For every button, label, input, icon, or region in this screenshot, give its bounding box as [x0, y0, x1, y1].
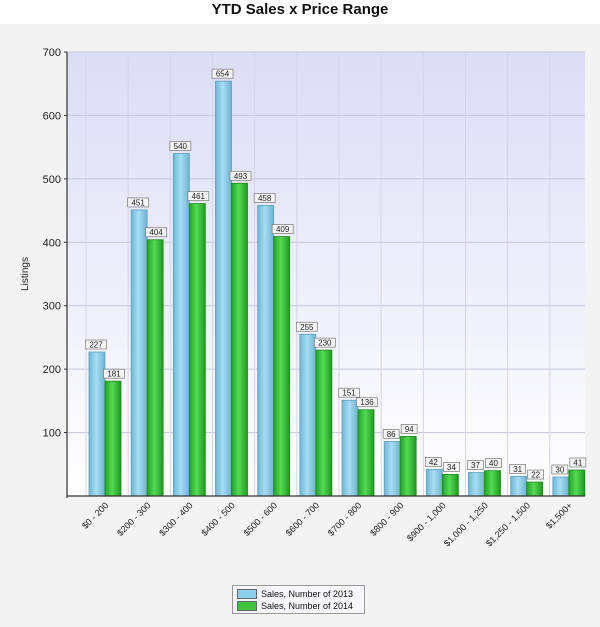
data-label-2014-9: 40	[489, 459, 498, 468]
bar-2013-10	[510, 475, 528, 497]
data-label-box	[187, 191, 210, 201]
bar-2013-8	[425, 468, 443, 497]
data-label-box	[356, 397, 378, 408]
data-label-2013-8: 42	[429, 458, 438, 467]
legend-swatch-2014	[237, 601, 257, 611]
data-label-2014-5: 230	[318, 339, 332, 348]
data-label-box	[127, 197, 150, 208]
y-tick-label-200: 200	[43, 364, 61, 376]
data-label-box	[169, 141, 192, 151]
data-label-2013-4: 458	[258, 194, 272, 203]
data-label-2013-10: 31	[513, 465, 522, 474]
data-label-2013-0: 227	[89, 341, 103, 350]
data-label-2014-8: 34	[447, 463, 456, 472]
legend: Sales, Number of 2013 Sales, Number of 2…	[232, 585, 365, 614]
legend-label-2013: Sales, Number of 2013	[261, 589, 354, 599]
bar-2014-7	[399, 435, 417, 497]
data-label-box	[211, 68, 234, 79]
data-label-box	[253, 193, 276, 203]
data-label-box	[424, 457, 442, 467]
data-label-box	[569, 457, 587, 468]
data-label-2013-6: 151	[342, 389, 356, 398]
bar-2014-10	[526, 481, 544, 497]
bar-2014-1	[146, 239, 164, 497]
bar-2013-1	[130, 209, 148, 497]
y-tick-label-300: 300	[43, 301, 61, 313]
data-label-2013-5: 255	[300, 323, 314, 332]
chart-title: YTD Sales x Price Range	[211, 1, 389, 18]
data-label-box	[103, 368, 125, 379]
data-label-box	[400, 424, 418, 434]
data-label-2014-6: 136	[360, 398, 374, 407]
bar-2014-6	[357, 409, 375, 497]
y-tick-label-700: 700	[43, 47, 61, 59]
y-tick-label-400: 400	[43, 237, 61, 249]
data-label-box	[295, 321, 318, 332]
y-axis-label: Listings	[20, 257, 31, 291]
y-tick-label-500: 500	[43, 174, 61, 186]
data-label-2014-4: 409	[276, 225, 290, 234]
data-label-2014-0: 181	[107, 370, 121, 379]
data-label-box	[442, 462, 460, 472]
data-label-box	[229, 170, 252, 181]
bar-2013-7	[383, 441, 401, 497]
legend-item-2013: Sales, Number of 2013	[237, 588, 360, 600]
data-label-2014-11: 41	[573, 458, 582, 467]
bar-2014-3	[231, 182, 248, 497]
data-label-box	[509, 463, 527, 474]
data-label-2013-1: 451	[131, 198, 145, 207]
data-label-2013-9: 37	[471, 461, 480, 470]
bar-2014-8	[441, 474, 459, 497]
data-label-box	[338, 387, 360, 398]
data-label-box	[467, 460, 484, 470]
data-label-2014-10: 22	[531, 471, 540, 480]
data-label-box	[551, 464, 569, 475]
data-label-box	[485, 458, 502, 468]
bar-2014-2	[188, 203, 206, 497]
bar-2013-0	[88, 351, 106, 497]
bar-2013-2	[172, 153, 190, 497]
data-label-box	[85, 339, 107, 350]
legend-label-2014: Sales, Number of 2014	[261, 601, 354, 611]
y-tick-label-600: 600	[43, 110, 61, 122]
data-label-box	[382, 429, 400, 439]
bar-2014-11	[568, 469, 586, 497]
data-label-box	[527, 469, 545, 480]
data-label-2013-11: 30	[555, 465, 564, 474]
data-label-2014-2: 461	[192, 192, 206, 201]
data-label-2014-7: 94	[405, 425, 414, 434]
data-label-box	[313, 337, 336, 348]
data-label-2014-1: 404	[149, 228, 163, 237]
data-label-2013-3: 654	[216, 70, 230, 79]
bar-2014-5	[315, 349, 333, 497]
data-label-2013-2: 540	[174, 142, 188, 151]
legend-item-2014: Sales, Number of 2014	[237, 600, 360, 612]
bar-2013-4	[257, 205, 275, 497]
bar-2013-9	[468, 472, 485, 497]
bar-2013-11	[552, 476, 570, 497]
data-label-2014-3: 493	[234, 172, 248, 181]
legend-swatch-2013	[237, 589, 257, 599]
bar-2013-5	[299, 333, 317, 497]
data-label-box	[145, 227, 168, 238]
bar-2014-9	[484, 470, 501, 497]
bar-2013-6	[341, 399, 359, 497]
bar-2014-4	[273, 236, 291, 497]
y-tick-label-100: 100	[43, 428, 61, 440]
data-label-2013-7: 86	[387, 430, 396, 439]
bar-2014-0	[104, 380, 122, 497]
bar-2013-3	[215, 80, 232, 497]
data-label-box	[271, 224, 294, 234]
